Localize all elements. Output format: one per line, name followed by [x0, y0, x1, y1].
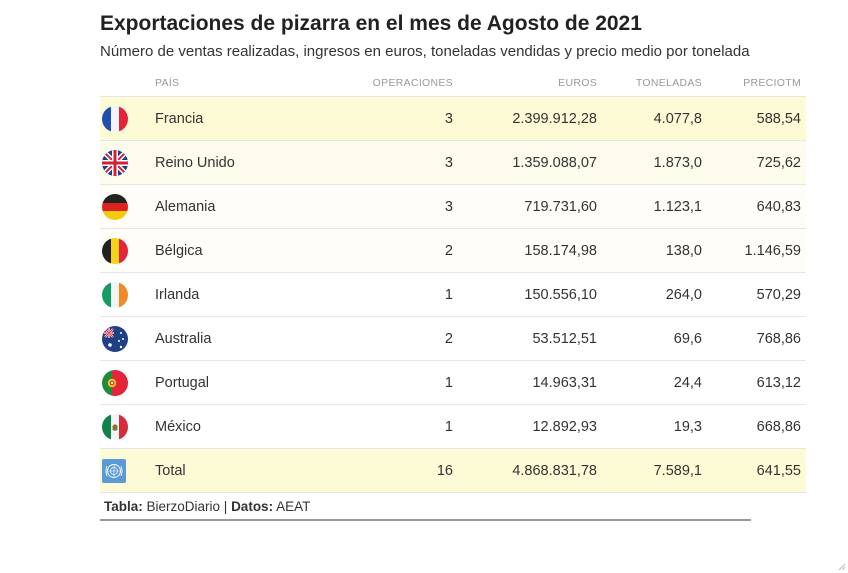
- cell-operaciones: 2: [295, 228, 458, 273]
- cell-preciotm: 768,86: [707, 316, 806, 361]
- flag-united-nations-icon: [102, 458, 126, 483]
- cell-euros: 150.556,10: [458, 272, 602, 317]
- flag-cell: [100, 360, 150, 405]
- table-row: Total 16 4.868.831,78 7.589,1 641,55: [100, 448, 806, 493]
- table-row: Reino Unido 3 1.359.088,07 1.873,0 725,62: [100, 140, 806, 185]
- flag-cell: [100, 228, 150, 273]
- cell-toneladas: 1.873,0: [602, 140, 707, 185]
- table-row: Portugal 1 14.963,31 24,4 613,12: [100, 360, 806, 405]
- resize-grip-icon: [838, 563, 846, 571]
- data-table: País Operaciones Euros Toneladas PrecioT…: [100, 70, 806, 493]
- cell-operaciones: 2: [295, 316, 458, 361]
- footer-tabla-value: BierzoDiario |: [142, 499, 232, 514]
- table-row: Australia 2 53.512,51 69,6 768,86: [100, 316, 806, 361]
- flag-united-kingdom-icon: [102, 149, 128, 176]
- cell-toneladas: 69,6: [602, 316, 707, 361]
- footer-datos-value: AEAT: [273, 499, 311, 514]
- cell-pais: Bélgica: [150, 228, 295, 273]
- cell-pais: Irlanda: [150, 272, 295, 317]
- table-chart: Exportaciones de pizarra en el mes de Ag…: [100, 12, 806, 521]
- header-operaciones: Operaciones: [372, 77, 453, 89]
- header-preciotm: PrecioTM: [743, 77, 801, 89]
- table-row: Francia 3 2.399.912,28 4.077,8 588,54: [100, 96, 806, 141]
- cell-preciotm: 641,55: [707, 448, 806, 493]
- flag-cell: [100, 404, 150, 449]
- table-row: Bélgica 2 158.174,98 138,0 1.146,59: [100, 228, 806, 273]
- cell-preciotm: 725,62: [707, 140, 806, 185]
- flag-australia-icon: [102, 325, 128, 352]
- cell-pais: Australia: [150, 316, 295, 361]
- flag-belgium-icon: [102, 237, 128, 264]
- flag-mexico-icon: [102, 413, 128, 440]
- flag-cell: [100, 184, 150, 229]
- cell-euros: 1.359.088,07: [458, 140, 602, 185]
- flag-cell: [100, 140, 150, 185]
- cell-toneladas: 138,0: [602, 228, 707, 273]
- flag-portugal-icon: [102, 369, 128, 396]
- cell-euros: 53.512,51: [458, 316, 602, 361]
- flag-ireland-icon: [102, 281, 128, 308]
- cell-operaciones: 3: [295, 96, 458, 141]
- cell-preciotm: 570,29: [707, 272, 806, 317]
- chart-subtitle: Número de ventas realizadas, ingresos en…: [100, 43, 750, 60]
- cell-preciotm: 1.146,59: [707, 228, 806, 273]
- cell-euros: 158.174,98: [458, 228, 602, 273]
- cell-preciotm: 640,83: [707, 184, 806, 229]
- cell-euros: 2.399.912,28: [458, 96, 602, 141]
- table-row: Irlanda 1 150.556,10 264,0 570,29: [100, 272, 806, 317]
- cell-preciotm: 613,12: [707, 360, 806, 405]
- table-row: México 1 12.892,93 19,3 668,86: [100, 404, 806, 449]
- table-row: Alemania 3 719.731,60 1.123,1 640,83: [100, 184, 806, 229]
- header-pais: País: [155, 77, 180, 89]
- cell-pais: Reino Unido: [150, 140, 295, 185]
- cell-toneladas: 7.589,1: [602, 448, 707, 493]
- header-toneladas: Toneladas: [635, 77, 702, 89]
- flag-cell: [100, 316, 150, 361]
- cell-operaciones: 1: [295, 360, 458, 405]
- flag-cell: [100, 272, 150, 317]
- flag-cell: [100, 96, 150, 141]
- cell-toneladas: 24,4: [602, 360, 707, 405]
- footer-tabla-label: Tabla:: [104, 499, 143, 514]
- flag-france-icon: [102, 105, 128, 132]
- cell-toneladas: 264,0: [602, 272, 707, 317]
- cell-operaciones: 3: [295, 184, 458, 229]
- cell-preciotm: 588,54: [707, 96, 806, 141]
- source-footer: Tabla: BierzoDiario | Datos: AEAT: [100, 493, 751, 521]
- cell-pais: Francia: [150, 96, 295, 141]
- cell-euros: 12.892,93: [458, 404, 602, 449]
- cell-operaciones: 3: [295, 140, 458, 185]
- footer-datos-label: Datos:: [231, 499, 274, 514]
- cell-operaciones: 1: [295, 272, 458, 317]
- cell-operaciones: 16: [295, 448, 458, 493]
- cell-pais: Portugal: [150, 360, 295, 405]
- cell-toneladas: 4.077,8: [602, 96, 707, 141]
- header-flag: [100, 70, 150, 97]
- flag-cell: [100, 448, 150, 493]
- header-euros: Euros: [558, 77, 597, 89]
- cell-pais: Alemania: [150, 184, 295, 229]
- header-row: País Operaciones Euros Toneladas PrecioT…: [100, 70, 806, 97]
- cell-preciotm: 668,86: [707, 404, 806, 449]
- cell-toneladas: 19,3: [602, 404, 707, 449]
- cell-pais: Total: [150, 448, 295, 493]
- flag-germany-icon: [102, 193, 128, 220]
- cell-pais: México: [150, 404, 295, 449]
- cell-euros: 719.731,60: [458, 184, 602, 229]
- cell-euros: 14.963,31: [458, 360, 602, 405]
- chart-title: Exportaciones de pizarra en el mes de Ag…: [100, 12, 642, 35]
- cell-euros: 4.868.831,78: [458, 448, 602, 493]
- cell-toneladas: 1.123,1: [602, 184, 707, 229]
- cell-operaciones: 1: [295, 404, 458, 449]
